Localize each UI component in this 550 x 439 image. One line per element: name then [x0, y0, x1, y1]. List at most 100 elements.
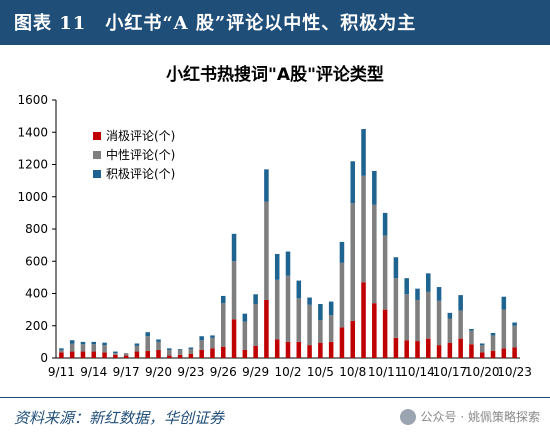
bar-segment-positive — [80, 341, 86, 345]
bar-segment-neutral — [274, 279, 280, 340]
bar-segment-positive — [426, 273, 431, 292]
bar-segment-positive — [199, 336, 204, 341]
bar-segment-positive — [318, 303, 323, 321]
bar-segment-negative — [102, 352, 107, 358]
bar-segment-neutral — [469, 330, 474, 345]
bar-segment-positive — [242, 313, 248, 322]
x-tick-label: 9/29 — [242, 365, 269, 379]
bar-segment-negative — [167, 355, 172, 358]
bar-segment-negative — [458, 338, 463, 358]
footer-divider — [0, 397, 550, 398]
bar-segment-negative — [113, 354, 118, 358]
bar-segment-neutral — [318, 320, 323, 343]
legend-label: 积极评论(个) — [106, 167, 175, 181]
bar-segment-neutral — [512, 325, 517, 348]
bar-segment-neutral — [436, 300, 442, 346]
bar-segment-negative — [469, 344, 474, 358]
x-tick-label: 10/5 — [307, 365, 334, 379]
watermark-text: 公众号 · 姚佩策略探索 — [420, 410, 540, 424]
y-tick-label: 200 — [25, 319, 48, 333]
bar-segment-positive — [156, 339, 161, 342]
bar-segment-neutral — [123, 353, 129, 356]
bar-segment-neutral — [285, 275, 291, 342]
bar-segment-neutral — [328, 315, 334, 342]
bar-segment-positive — [231, 233, 237, 262]
x-tick-label: 10/20 — [465, 365, 500, 379]
bar-segment-negative — [59, 352, 64, 358]
y-tick-label: 1400 — [17, 125, 48, 139]
legend-swatch — [93, 170, 101, 178]
y-tick-label: 1600 — [17, 93, 48, 107]
bar-segment-negative — [253, 345, 258, 358]
bar-segment-negative — [242, 349, 248, 358]
x-tick-label: 9/14 — [80, 365, 107, 379]
bar-segment-negative — [426, 338, 431, 358]
bar-segment-positive — [59, 348, 64, 350]
bar-segment-positive — [188, 347, 194, 350]
legend-swatch — [93, 132, 101, 140]
x-tick-label: 10/2 — [275, 365, 302, 379]
bar-segment-negative — [415, 341, 420, 358]
bar-segment-positive — [479, 343, 485, 346]
stacked-bar-chart: 0 200 400 600 800 1000 1200 1400 1600 9/11 9/14 9/1… — [17, 93, 532, 379]
bar-segment-negative — [134, 351, 140, 358]
bar-segment-negative — [220, 346, 226, 358]
bar-segment-positive — [102, 342, 107, 346]
bar-segment-negative — [188, 353, 194, 358]
bar-segment-positive — [361, 129, 366, 176]
source-note: 资料来源：新红数据，华创证券 — [14, 409, 225, 427]
bar-segment-positive — [393, 257, 399, 279]
x-tick-label: 10/14 — [400, 365, 435, 379]
bar-segment-positive — [274, 253, 280, 280]
bar-segment-positive — [145, 332, 150, 337]
bar-segment-negative — [177, 354, 183, 358]
bar-segment-positive — [415, 288, 420, 300]
bar-segment-neutral — [490, 335, 496, 351]
bar-segment-negative — [69, 351, 75, 358]
bar-segment-neutral — [156, 341, 161, 350]
bar-segment-positive — [469, 328, 474, 331]
bar-segment-positive — [512, 322, 517, 326]
bar-segment-positive — [382, 212, 388, 236]
bar-segment-negative — [123, 355, 129, 358]
x-tick-label: 9/20 — [145, 365, 172, 379]
bar-segment-positive — [501, 296, 507, 310]
bar-segment-negative — [285, 341, 291, 358]
figure-title: 图表 11 小红书“A 股”评论以中性、积极为主 — [14, 13, 417, 34]
x-tick-label: 9/11 — [48, 365, 75, 379]
x-tick-label: 10/23 — [497, 365, 532, 379]
y-tick-label: 1000 — [17, 190, 48, 204]
bar-segment-positive — [458, 295, 463, 311]
bar-segment-neutral — [501, 309, 507, 349]
bar-segment-neutral — [199, 340, 204, 350]
watermark: 公众号 · 姚佩策略探索 — [399, 408, 540, 425]
bar-segment-neutral — [177, 349, 183, 355]
bar-segment-neutral — [382, 235, 388, 310]
bar-segment-neutral — [253, 303, 258, 346]
x-tick-label: 10/8 — [339, 365, 366, 379]
bar-segment-positive — [285, 251, 291, 276]
bar-segment-negative — [328, 341, 334, 358]
bar-segment-negative — [393, 337, 399, 358]
bar-segment-negative — [307, 345, 312, 358]
bar-segment-negative — [447, 342, 453, 358]
legend-swatch — [93, 151, 101, 159]
bar-segment-negative — [350, 320, 356, 358]
bar-segment-neutral — [188, 349, 194, 354]
bar-segment-neutral — [220, 303, 226, 347]
bar-segment-negative — [156, 349, 161, 358]
chart-title: 小红书热搜词"A股"评论类型 — [166, 65, 384, 85]
bar-segment-negative — [436, 345, 442, 358]
bar-segment-negative — [231, 319, 237, 358]
bar-segment-negative — [210, 348, 215, 358]
bar-segment-positive — [69, 340, 75, 344]
x-tick-label: 9/26 — [210, 365, 237, 379]
bar-segment-negative — [145, 350, 150, 358]
bar-segment-negative — [318, 342, 323, 358]
bar-segment-negative — [372, 303, 377, 358]
bar-segment-neutral — [59, 349, 64, 353]
y-tick-label: 0 — [40, 351, 48, 365]
bar-segment-positive — [167, 348, 172, 350]
bar-segment-positive — [264, 169, 269, 202]
bar-segment-neutral — [145, 336, 150, 351]
